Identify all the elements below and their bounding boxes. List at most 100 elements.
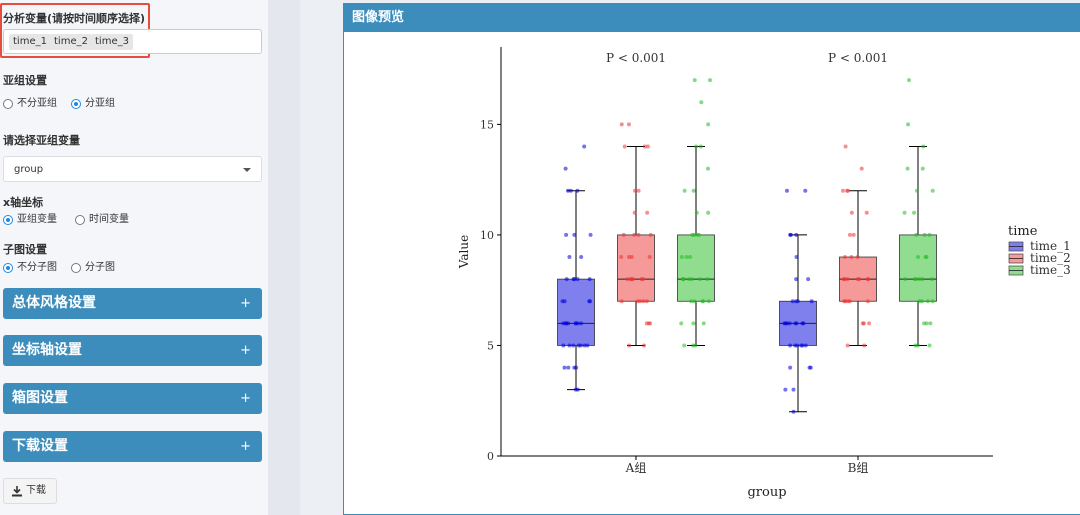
data-point (633, 188, 638, 193)
radio-time-var-label: 时间变量 (89, 214, 129, 225)
data-point (845, 188, 850, 193)
facet-title: 子图设置 (3, 243, 47, 256)
data-point (860, 321, 865, 326)
download-icon (12, 486, 22, 497)
p-value-annotation: P < 0.001 (606, 51, 666, 65)
data-point (843, 299, 848, 304)
data-point (866, 277, 871, 282)
data-point (635, 299, 640, 304)
data-point (619, 255, 624, 260)
data-point (841, 188, 846, 193)
accordion-download[interactable]: 下载设置 + (3, 431, 262, 462)
data-point (867, 321, 872, 326)
data-point (562, 365, 567, 370)
accordion-download-label: 下载设置 (12, 438, 68, 454)
data-point (907, 78, 912, 83)
accordion-axis[interactable]: 坐标轴设置 + (3, 335, 262, 366)
data-point (791, 409, 796, 414)
data-point (588, 299, 593, 304)
data-point (794, 232, 799, 237)
data-point (578, 343, 583, 348)
y-tick-label: 0 (487, 450, 494, 463)
data-point (642, 144, 647, 149)
data-point (800, 321, 805, 326)
data-point (575, 277, 580, 282)
data-point (641, 299, 646, 304)
data-point (568, 188, 573, 193)
data-point (783, 387, 788, 392)
analysis-var-title: 分析变量(请按时间顺序选择) (3, 12, 146, 25)
data-point (564, 321, 569, 326)
data-point (587, 277, 592, 282)
data-point (579, 255, 584, 260)
data-point (855, 255, 860, 260)
x-axis-title: group (747, 485, 786, 500)
data-point (585, 343, 590, 348)
radio-no-subgroup-label: 不分亚组 (17, 98, 57, 109)
radio-subgroup[interactable] (71, 99, 81, 109)
chip-time-3[interactable]: time_3 (91, 34, 133, 50)
radio-time-var[interactable] (75, 215, 85, 225)
data-point (803, 343, 808, 348)
subgroup-radios: 不分亚组 分亚组 (3, 97, 143, 111)
radio-no-facet[interactable] (3, 263, 13, 273)
data-point (917, 277, 922, 282)
data-point (806, 277, 811, 282)
data-point (636, 232, 641, 237)
box-time_2 (617, 234, 655, 302)
chip-time-1[interactable]: time_1 (9, 34, 51, 50)
data-point (902, 210, 907, 215)
download-button[interactable]: 下载 (3, 478, 57, 504)
data-point (682, 343, 687, 348)
data-point (636, 188, 641, 193)
data-point (930, 188, 935, 193)
y-tick-label: 10 (480, 229, 494, 242)
data-point (625, 277, 630, 282)
data-point (566, 365, 571, 370)
select-subgroup-title: 请选择亚组变量 (3, 134, 80, 147)
chip-time-2[interactable]: time_2 (50, 34, 92, 50)
data-point (912, 277, 917, 282)
data-point (903, 277, 908, 282)
plus-icon: + (240, 391, 251, 406)
data-point (567, 255, 572, 260)
data-point (627, 255, 632, 260)
data-point (922, 232, 927, 237)
data-point (807, 365, 812, 370)
data-point (706, 122, 711, 127)
data-point (567, 343, 572, 348)
subgroup-var-select[interactable]: group (3, 156, 262, 182)
data-point (690, 232, 695, 237)
radio-no-subgroup[interactable] (3, 99, 13, 109)
box-time_3 (677, 234, 715, 302)
data-point (641, 277, 646, 282)
accordion-boxplot[interactable]: 箱图设置 + (3, 383, 262, 414)
data-point (865, 299, 870, 304)
data-point (582, 144, 587, 149)
data-point (912, 210, 917, 215)
data-point (619, 299, 624, 304)
data-point (694, 210, 699, 215)
data-point (692, 78, 697, 83)
data-point (646, 321, 651, 326)
data-point (793, 343, 798, 348)
x-tick-label: A组 (625, 461, 647, 475)
data-point (916, 255, 921, 260)
download-button-label: 下载 (26, 485, 46, 496)
radio-facet[interactable] (71, 263, 81, 273)
data-point (920, 166, 925, 171)
legend-label-time_2: time_2 (1030, 251, 1071, 265)
analysis-var-input[interactable]: time_1 time_2 time_3 (3, 29, 262, 54)
accordion-overall-style[interactable]: 总体风格设置 + (3, 288, 262, 319)
data-point (619, 122, 624, 127)
radio-subgroup-var[interactable] (3, 215, 13, 225)
data-point (790, 299, 795, 304)
data-point (843, 144, 848, 149)
data-point (681, 277, 686, 282)
plus-icon: + (240, 439, 251, 454)
data-point (689, 299, 694, 304)
accordion-boxplot-label: 箱图设置 (12, 390, 68, 406)
data-point (630, 277, 635, 282)
data-point (645, 210, 650, 215)
plus-icon: + (240, 296, 251, 311)
